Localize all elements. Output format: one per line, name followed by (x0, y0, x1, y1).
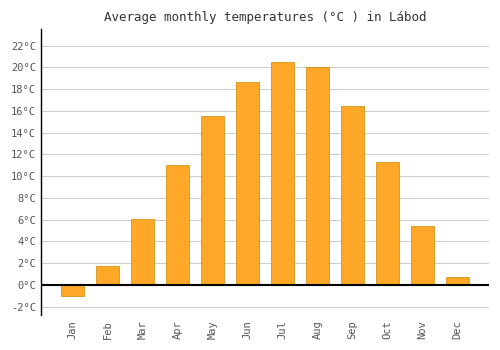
Bar (376, 162, 398, 285)
Bar (411, 226, 434, 285)
Bar (236, 82, 259, 285)
Bar (62, 285, 84, 296)
Title: Average monthly temperatures (°C ) in Lábod: Average monthly temperatures (°C ) in Lá… (104, 11, 426, 24)
Bar (131, 218, 154, 285)
Bar (446, 277, 468, 285)
Bar (306, 68, 328, 285)
Bar (96, 266, 119, 285)
Bar (271, 62, 294, 285)
Bar (341, 105, 363, 285)
Bar (201, 117, 224, 285)
Bar (166, 165, 189, 285)
